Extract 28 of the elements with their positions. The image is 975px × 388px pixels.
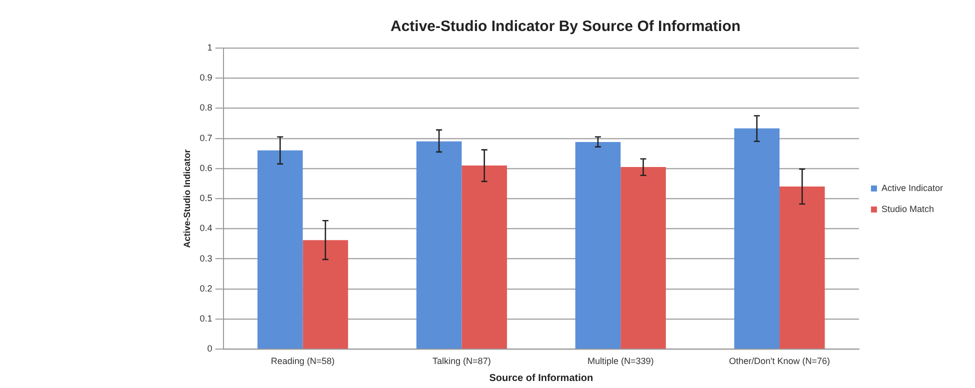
- legend-label: Studio Match: [881, 204, 934, 214]
- bar: [734, 128, 780, 349]
- x-axis-title: Source of Information: [489, 372, 594, 384]
- x-tick-label: Other/Don't Know (N=76): [729, 356, 830, 366]
- bar: [575, 142, 621, 349]
- y-tick-label: 0.8: [200, 102, 212, 113]
- y-axis-title: Active-Studio Indicator: [182, 148, 192, 248]
- y-tick-label: 1: [207, 42, 212, 52]
- y-tick-label: 0.7: [200, 132, 212, 143]
- y-tick-label: 0.2: [200, 283, 212, 294]
- bar: [302, 240, 348, 349]
- y-tick-label: 0.9: [200, 72, 212, 83]
- bar: [416, 141, 462, 349]
- y-tick-label: 0.3: [200, 253, 212, 264]
- legend-label: Active Indicator: [881, 182, 944, 193]
- y-tick-label: 0.6: [200, 162, 212, 173]
- y-tick-label: 0.4: [200, 223, 212, 234]
- x-tick-label: Reading (N=58): [270, 356, 335, 366]
- chart-title: Active-Studio Indicator By Source Of Information: [390, 18, 741, 36]
- x-tick-label: Talking (N=87): [432, 356, 491, 366]
- bar: [620, 166, 666, 349]
- y-tick-label: 0.1: [200, 314, 212, 324]
- y-tick-label: 0.5: [200, 193, 212, 204]
- bar: [780, 186, 825, 349]
- bar: [462, 165, 507, 349]
- y-tick-label: 0: [207, 344, 212, 354]
- x-tick-label: Multiple (N=339): [587, 356, 654, 366]
- bar: [257, 150, 303, 349]
